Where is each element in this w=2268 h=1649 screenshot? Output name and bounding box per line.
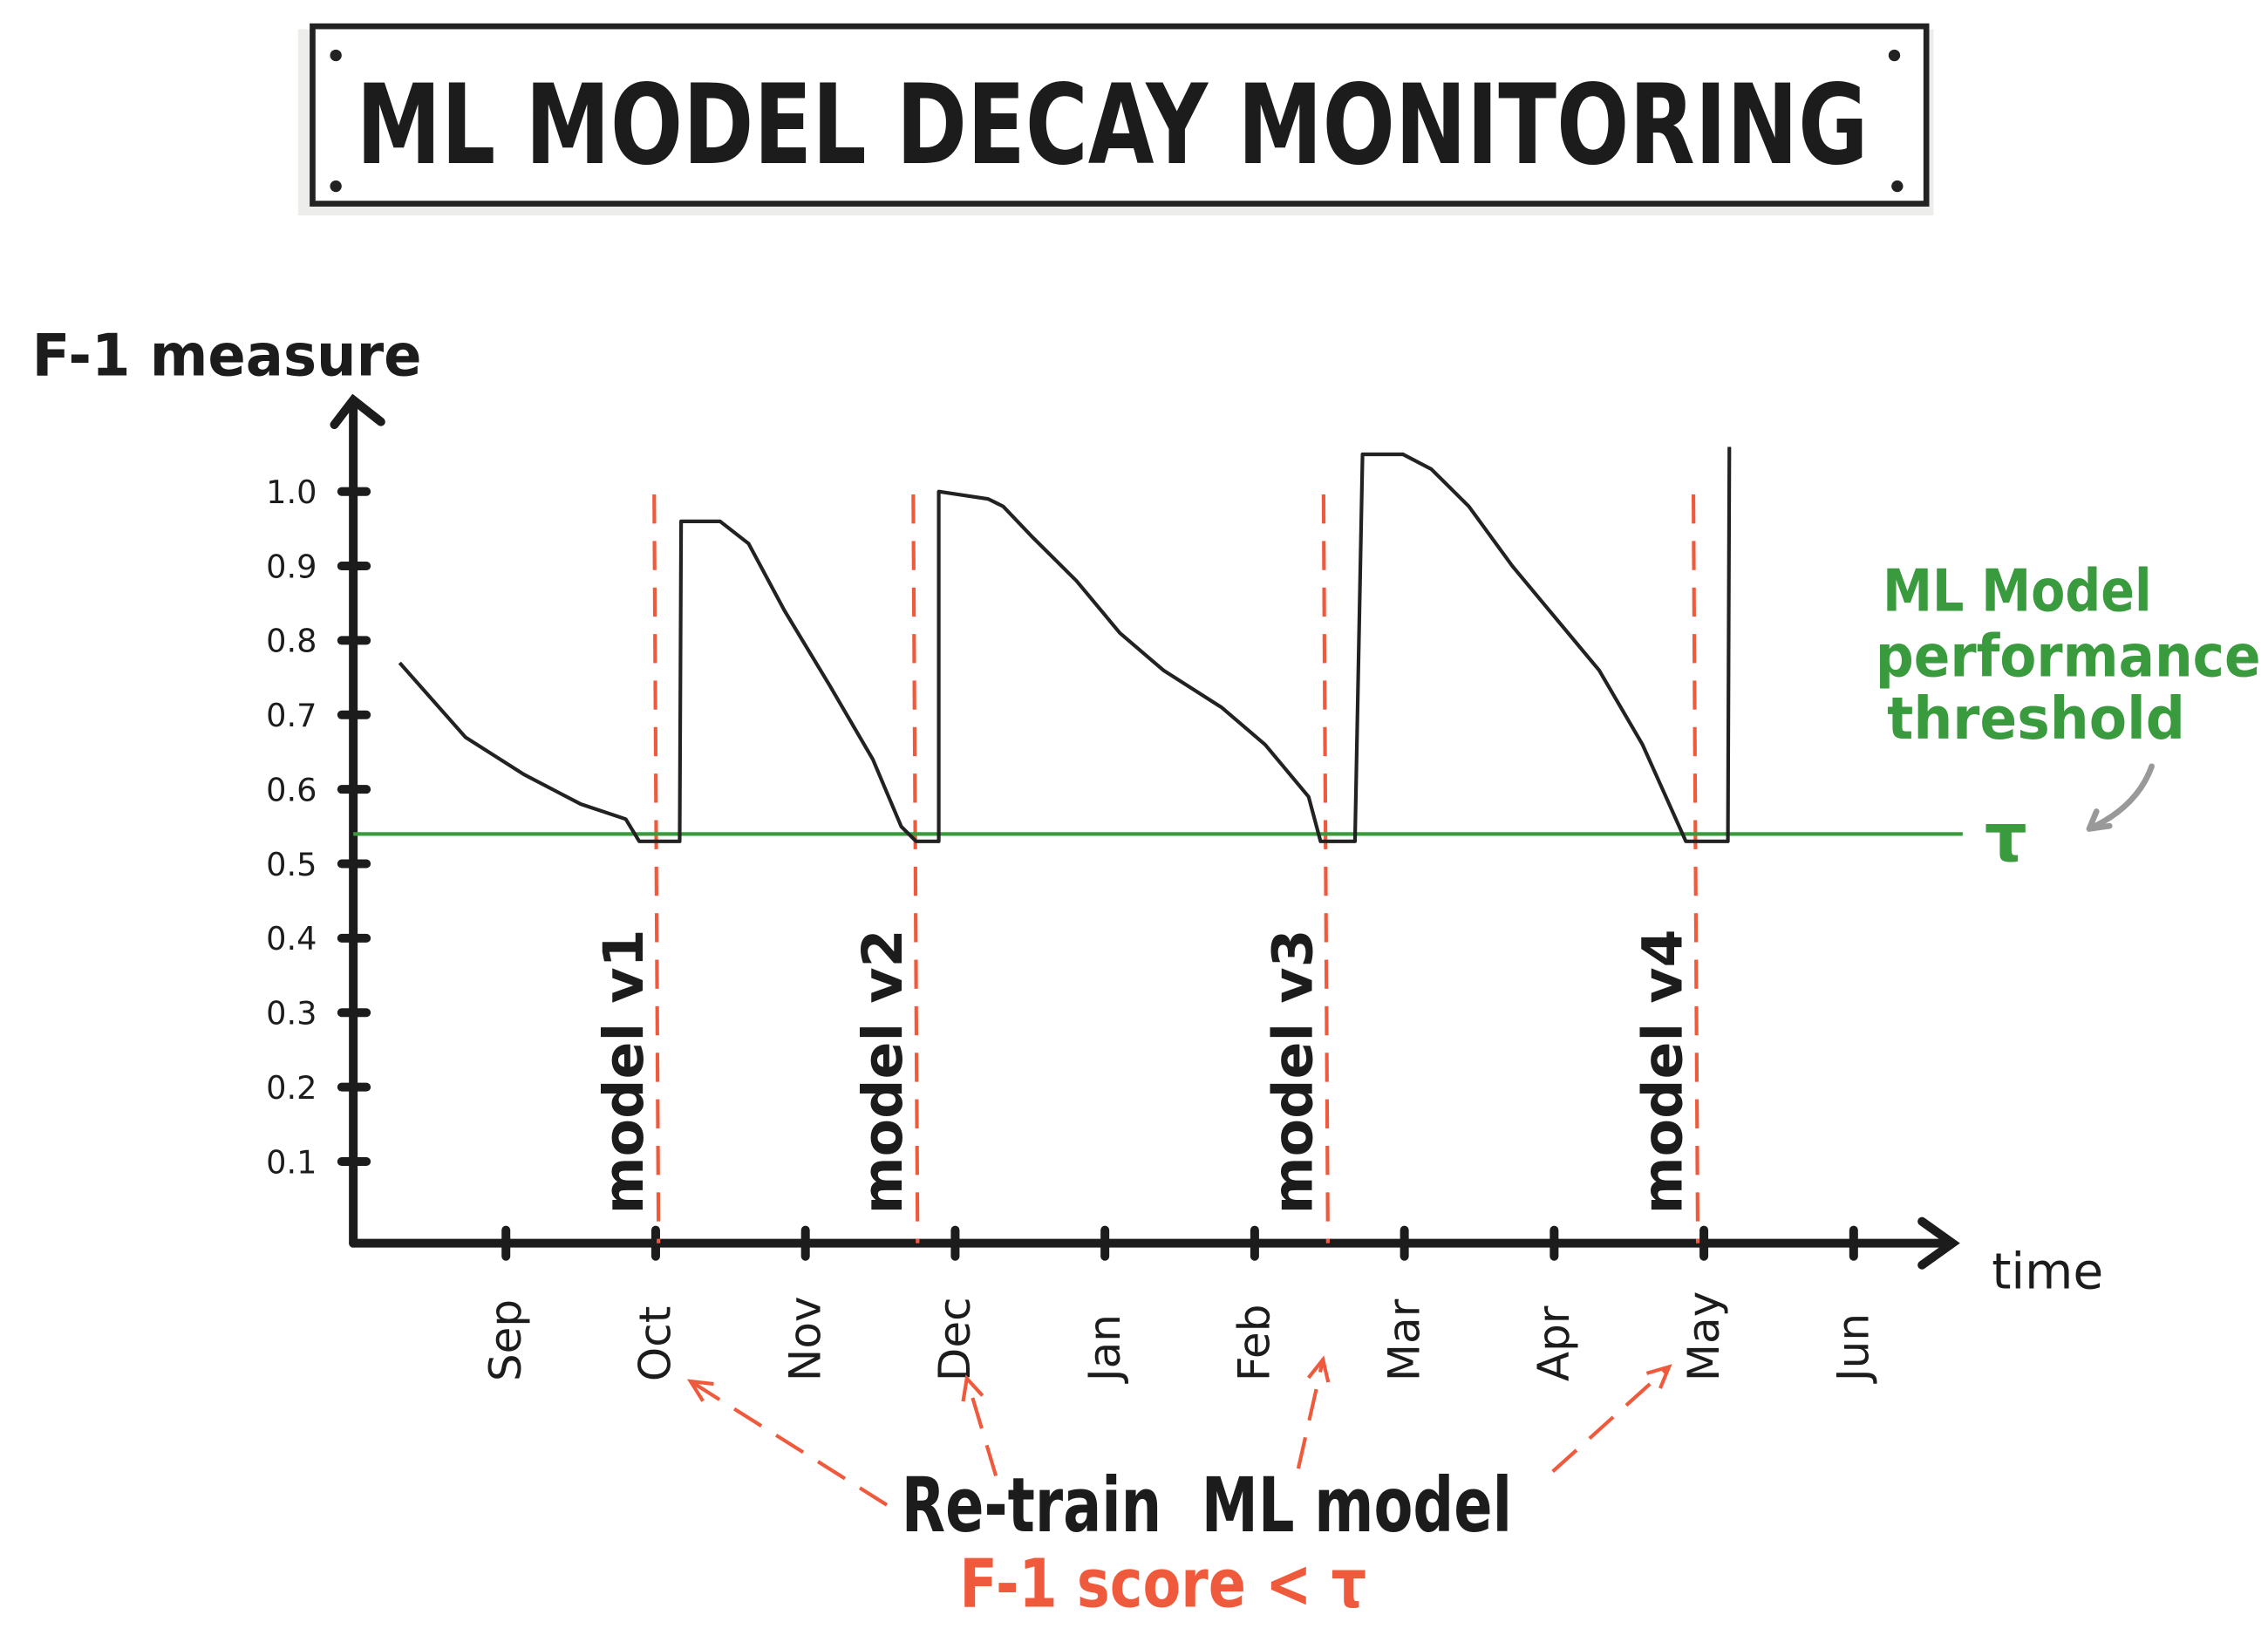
y-axis-label: F-1 measure — [32, 321, 422, 389]
y-tick-label: 0.3 — [266, 995, 317, 1032]
x-tick-label: Nov — [780, 1296, 830, 1381]
chart-title: ML MODEL DECAY MONITORING — [356, 60, 1868, 189]
retrain-arrow — [689, 1380, 889, 1507]
y-ticks: 0.1 0.2 0.3 0.4 0.5 0.6 0.7 0.8 0.9 1.0 — [266, 474, 371, 1181]
x-tick-label: Sep — [480, 1299, 531, 1381]
y-tick-label: 0.5 — [266, 846, 317, 883]
axes — [330, 393, 1960, 1270]
y-axis-arrow-icon — [330, 393, 385, 429]
x-axis-label: time — [1992, 1243, 2103, 1300]
x-tick-label: Mar — [1379, 1298, 1429, 1381]
x-tick-label: Jun — [1828, 1313, 1878, 1384]
threshold-symbol: τ — [1985, 800, 2027, 877]
y-tick-label: 0.2 — [266, 1069, 317, 1107]
arrowhead-icon — [1645, 1364, 1672, 1389]
model-version-label: model v3 — [1261, 929, 1325, 1214]
arrowhead-icon — [686, 1379, 714, 1402]
threshold-label-line-2: performance — [1876, 622, 2261, 690]
x-ticks: Sep Oct Nov Dec Jan Feb Mar Apr May Jun — [480, 1225, 1878, 1384]
y-tick-label: 0.6 — [266, 771, 317, 808]
retrain-arrow — [1551, 1365, 1671, 1474]
retrain-line — [1321, 494, 1330, 1244]
x-tick-label: Dec — [930, 1297, 980, 1381]
retrain-arrows — [686, 1355, 1672, 1507]
threshold-label-line-3: threshold — [1887, 685, 2185, 753]
arrowhead-icon — [961, 1374, 984, 1402]
threshold-label-line-1: ML Model — [1883, 556, 2151, 624]
y-tick-label: 0.1 — [266, 1143, 317, 1181]
retrain-condition: F-1 score < τ — [959, 1546, 1366, 1624]
series — [398, 446, 1732, 843]
threshold-annotation: ML Model performance threshold τ — [1876, 556, 2261, 877]
y-tick-label: 0.4 — [266, 920, 317, 957]
f1-series-line — [398, 446, 1732, 843]
y-tick-label: 0.7 — [266, 697, 317, 734]
x-tick-label: Jan — [1080, 1314, 1130, 1384]
threshold-arrow-icon — [2086, 763, 2155, 832]
x-tick-label: Feb — [1229, 1305, 1280, 1382]
title-box: ML MODEL DECAY MONITORING — [297, 23, 1934, 215]
x-tick-label: May — [1679, 1291, 1729, 1381]
y-tick-label: 1.0 — [266, 474, 317, 511]
model-version-label: model v4 — [1631, 929, 1695, 1214]
retrain-line — [652, 494, 661, 1244]
x-tick-label: Apr — [1529, 1305, 1579, 1381]
x-axis-arrow-icon — [1917, 1216, 1960, 1270]
y-tick-label: 0.8 — [266, 623, 317, 660]
model-version-label: model v1 — [591, 929, 656, 1214]
retrain-text: Re-train ML model — [902, 1462, 1512, 1550]
x-tick-label: Oct — [630, 1306, 681, 1381]
retrain-annotation: Re-train ML model F-1 score < τ — [686, 1355, 1672, 1624]
y-tick-label: 0.9 — [266, 548, 317, 585]
retrain-line — [911, 494, 920, 1244]
retrain-markers: model v1 model v2 model v3 model v4 — [591, 494, 1700, 1244]
retrain-arrow — [964, 1378, 998, 1477]
arrowhead-icon — [1306, 1355, 1331, 1383]
retrain-arrow — [1296, 1359, 1325, 1469]
retrain-line — [1691, 494, 1700, 1244]
model-version-label: model v2 — [850, 929, 915, 1214]
